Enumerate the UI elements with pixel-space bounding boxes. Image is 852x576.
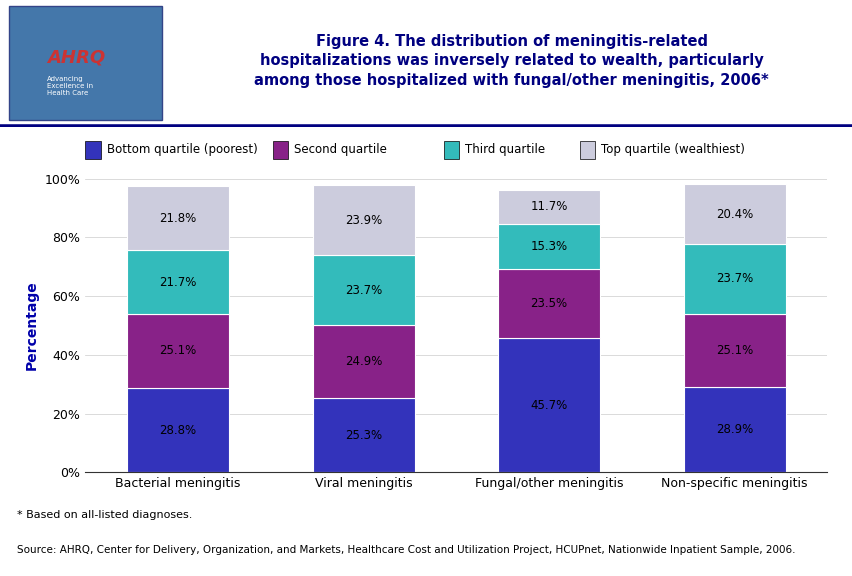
Text: * Based on all-listed diagnoses.: * Based on all-listed diagnoses. <box>17 510 193 520</box>
Text: 23.7%: 23.7% <box>715 272 752 285</box>
Text: AHRQ: AHRQ <box>47 48 105 66</box>
Bar <box>312 255 414 325</box>
Text: 24.9%: 24.9% <box>344 355 382 368</box>
Bar <box>127 186 229 250</box>
Text: Advancing
Excellence in
Health Care: Advancing Excellence in Health Care <box>47 76 93 96</box>
Text: Figure 4. The distribution of meningitis-related
hospitalizations was inversely : Figure 4. The distribution of meningitis… <box>254 33 769 88</box>
Bar <box>682 184 785 244</box>
FancyBboxPatch shape <box>9 6 162 120</box>
Text: Top quartile (wealthiest): Top quartile (wealthiest) <box>601 143 745 156</box>
Bar <box>682 314 785 388</box>
Text: 23.5%: 23.5% <box>530 297 567 310</box>
Bar <box>312 325 414 398</box>
Text: 23.9%: 23.9% <box>344 214 382 226</box>
Bar <box>127 250 229 314</box>
Text: 11.7%: 11.7% <box>530 200 567 213</box>
Bar <box>579 141 595 159</box>
Text: 25.1%: 25.1% <box>715 344 752 357</box>
Text: Third quartile: Third quartile <box>464 143 544 156</box>
Bar <box>273 141 288 159</box>
Bar <box>498 269 600 338</box>
Text: Source: AHRQ, Center for Delivery, Organization, and Markets, Healthcare Cost an: Source: AHRQ, Center for Delivery, Organ… <box>17 545 795 555</box>
Text: 20.4%: 20.4% <box>715 207 752 221</box>
Text: 28.9%: 28.9% <box>715 423 752 437</box>
Text: 23.7%: 23.7% <box>344 283 382 297</box>
Bar <box>85 141 101 159</box>
Text: 25.1%: 25.1% <box>159 344 197 357</box>
Bar <box>498 224 600 269</box>
Text: 15.3%: 15.3% <box>530 240 567 253</box>
Text: 21.8%: 21.8% <box>159 212 197 225</box>
Bar <box>498 190 600 224</box>
Bar <box>312 398 414 472</box>
Text: Bottom quartile (poorest): Bottom quartile (poorest) <box>106 143 257 156</box>
Text: 28.8%: 28.8% <box>159 423 197 437</box>
Bar <box>312 185 414 255</box>
Text: 45.7%: 45.7% <box>530 399 567 412</box>
Text: 21.7%: 21.7% <box>159 275 197 289</box>
Bar <box>127 314 229 388</box>
Bar <box>498 338 600 472</box>
Bar <box>127 388 229 472</box>
Bar <box>443 141 458 159</box>
Bar <box>682 244 785 314</box>
Bar <box>682 388 785 472</box>
Y-axis label: Percentage: Percentage <box>25 281 39 370</box>
Text: 25.3%: 25.3% <box>344 429 382 442</box>
Text: Second quartile: Second quartile <box>294 143 387 156</box>
